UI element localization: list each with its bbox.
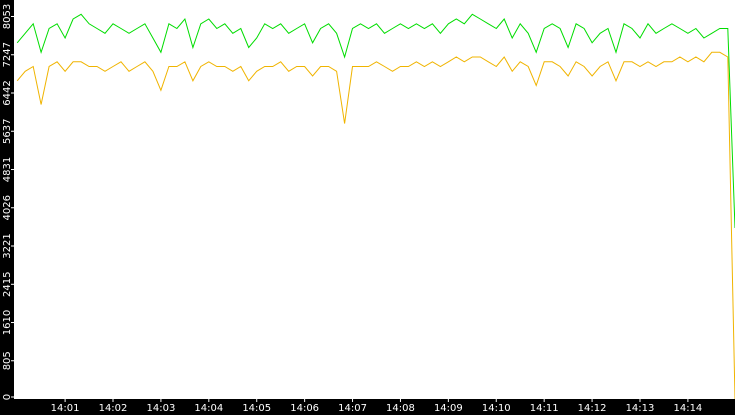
x-tick-label: 14:02 [99,403,128,414]
x-tick-label: 14:04 [194,403,223,414]
series-line [16,51,735,400]
x-tick-label: 14:12 [578,403,607,414]
x-tick-label: 14:06 [290,403,319,414]
y-tick-label: 8053 [2,4,13,29]
y-tick-label: 6442 [2,80,13,105]
y-tick-label: 3221 [2,233,13,258]
x-tick-label: 14:10 [482,403,511,414]
x-tick-label: 14:03 [147,403,176,414]
y-tick-label: 805 [2,351,13,370]
y-tick-label: 4026 [2,195,13,220]
x-tick-label: 14:13 [626,403,655,414]
x-tick-label: 14:14 [673,403,702,414]
y-tick-label: 2415 [2,272,13,297]
y-tick-label: 1610 [2,310,13,335]
y-tick-label: 0 [2,394,13,400]
x-tick-label: 14:05 [242,403,271,414]
x-tick-label: 14:01 [51,403,80,414]
x-tick-label: 14:07 [338,403,367,414]
x-tick-label: 14:11 [530,403,559,414]
x-tick-label: 14:09 [434,403,463,414]
y-tick-label: 7247 [2,42,13,67]
series-line [16,13,735,229]
y-tick-label: 4831 [2,157,13,182]
x-tick-label: 14:08 [386,403,415,414]
y-tick-label: 5637 [2,119,13,144]
plot-area [14,0,735,399]
